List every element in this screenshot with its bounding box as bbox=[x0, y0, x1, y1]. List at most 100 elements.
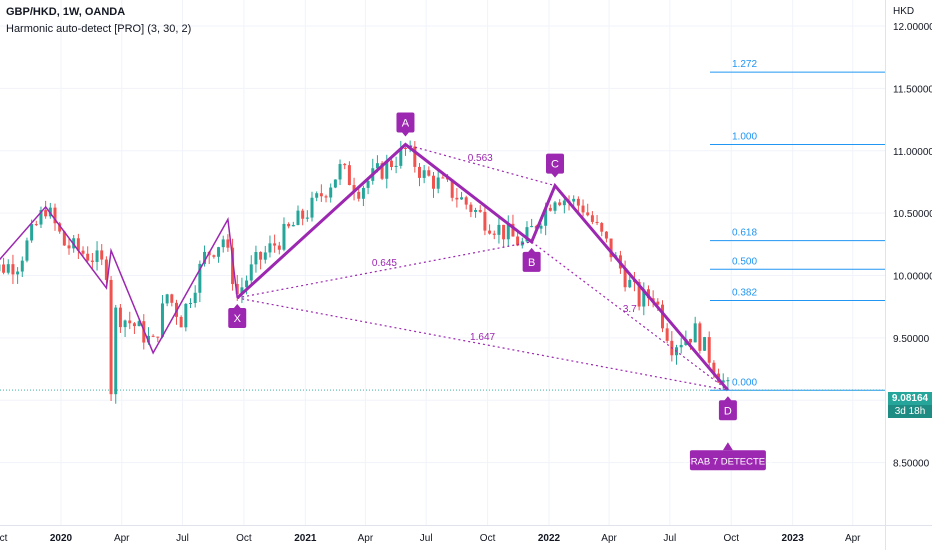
candle-body bbox=[656, 301, 660, 305]
candle-body bbox=[347, 165, 351, 186]
candle-body bbox=[492, 233, 496, 235]
candle-body bbox=[151, 335, 155, 337]
time-tick-label: Oct bbox=[480, 533, 496, 544]
candle-body bbox=[20, 260, 24, 272]
candle-body bbox=[333, 179, 337, 188]
candle-body bbox=[375, 163, 379, 169]
candle-body bbox=[44, 210, 48, 217]
candle-body bbox=[642, 289, 646, 307]
candle-body bbox=[609, 238, 613, 258]
candle-body bbox=[436, 177, 440, 189]
candle-body bbox=[189, 302, 193, 304]
candle-body bbox=[114, 307, 118, 395]
candle-body bbox=[516, 236, 520, 246]
zigzag-line bbox=[0, 205, 238, 355]
candle-body bbox=[301, 210, 305, 219]
time-tick-label: Jul bbox=[420, 533, 433, 544]
candle-body bbox=[165, 294, 169, 304]
candle-body bbox=[693, 323, 697, 343]
candle-body bbox=[291, 224, 295, 227]
point-badge bbox=[228, 307, 247, 328]
candle-body bbox=[646, 289, 650, 299]
price-tick-label: 10.50000 bbox=[893, 209, 932, 220]
candle-body bbox=[586, 212, 590, 216]
candlestick-series bbox=[0, 140, 730, 404]
pattern-point-a: A bbox=[396, 112, 415, 137]
time-tick-label: Apr bbox=[358, 533, 374, 544]
candle-body bbox=[226, 239, 230, 248]
candle-body bbox=[156, 336, 160, 338]
price-tick-label: 10.00000 bbox=[893, 272, 932, 283]
candle-body bbox=[544, 207, 548, 226]
pattern-point-c: C bbox=[546, 153, 565, 178]
candle-body bbox=[483, 211, 487, 231]
candle-body bbox=[245, 280, 249, 288]
candle-body bbox=[39, 210, 43, 225]
candle-body bbox=[525, 227, 529, 242]
candle-body bbox=[665, 328, 669, 341]
time-axis[interactable]: Oct 2020 Apr Jul Oct 2021 Apr Jul Oct 2022 Apr Jul O… bbox=[0, 525, 932, 545]
price-tick-label: 9.50000 bbox=[893, 334, 930, 345]
candle-body bbox=[572, 198, 576, 202]
ratio-label: 0.563 bbox=[468, 153, 493, 164]
candle-body bbox=[109, 279, 113, 395]
candle-body bbox=[268, 243, 272, 253]
ratio-label: 0.645 bbox=[372, 258, 397, 269]
time-tick-label: Oct bbox=[236, 533, 252, 544]
indicator-title[interactable]: Harmonic auto-detect [PRO] (3, 30, 2) bbox=[6, 23, 192, 35]
candle-body bbox=[6, 264, 10, 273]
candle-body bbox=[558, 202, 562, 206]
candle-body bbox=[25, 240, 29, 261]
candle-body bbox=[329, 187, 333, 198]
candle-body bbox=[203, 251, 207, 264]
fib-label: 0.500 bbox=[732, 256, 757, 267]
candle-body bbox=[548, 207, 552, 211]
candle-body bbox=[450, 179, 454, 198]
price-tick-label: 12.00000 bbox=[893, 22, 932, 33]
price-tick-label: 8.50000 bbox=[893, 459, 930, 470]
candle-body bbox=[488, 230, 492, 234]
candle-body bbox=[679, 344, 683, 348]
candle-body bbox=[352, 185, 356, 192]
candle-body bbox=[455, 197, 459, 200]
candle-body bbox=[385, 160, 389, 179]
currency-label: HKD bbox=[893, 6, 915, 17]
candle-body bbox=[590, 215, 594, 222]
candle-body bbox=[469, 204, 473, 212]
candle-body bbox=[389, 160, 393, 168]
candle-body bbox=[310, 197, 314, 218]
candle-body bbox=[62, 231, 66, 246]
candle-body bbox=[399, 147, 403, 166]
candle-body bbox=[604, 231, 608, 239]
candle-body bbox=[721, 380, 725, 383]
candle-body bbox=[30, 224, 34, 241]
pattern-detected-banner: CRAB 7 DETECTED bbox=[684, 442, 772, 471]
ratio-line bbox=[405, 143, 556, 187]
time-tick-label: Oct bbox=[0, 533, 8, 544]
time-tick-label: Oct bbox=[723, 533, 739, 544]
candle-body bbox=[146, 335, 150, 343]
candle-body bbox=[637, 281, 641, 307]
symbol-title[interactable]: GBP/HKD, 1W, OANDA bbox=[6, 6, 126, 18]
candle-body bbox=[277, 245, 281, 250]
candle-body bbox=[581, 205, 585, 213]
candle-body bbox=[34, 224, 38, 226]
candle-body bbox=[343, 164, 347, 166]
candle-body bbox=[478, 210, 482, 212]
candle-body bbox=[394, 165, 398, 168]
candle-body bbox=[464, 197, 468, 205]
candle-body bbox=[422, 170, 426, 178]
point-label: B bbox=[528, 257, 535, 269]
candle-body bbox=[86, 253, 90, 261]
candle-body bbox=[170, 294, 174, 303]
candle-body bbox=[417, 166, 421, 178]
candle-body bbox=[16, 271, 20, 275]
candle-body bbox=[118, 307, 122, 328]
candle-body bbox=[235, 284, 239, 295]
point-label: A bbox=[402, 118, 410, 130]
candle-body bbox=[707, 337, 711, 363]
price-axis[interactable]: 12.00000 11.50000 11.00000 10.50000 10.00000… bbox=[885, 0, 932, 550]
candle-body bbox=[361, 187, 365, 199]
candle-body bbox=[703, 337, 707, 351]
